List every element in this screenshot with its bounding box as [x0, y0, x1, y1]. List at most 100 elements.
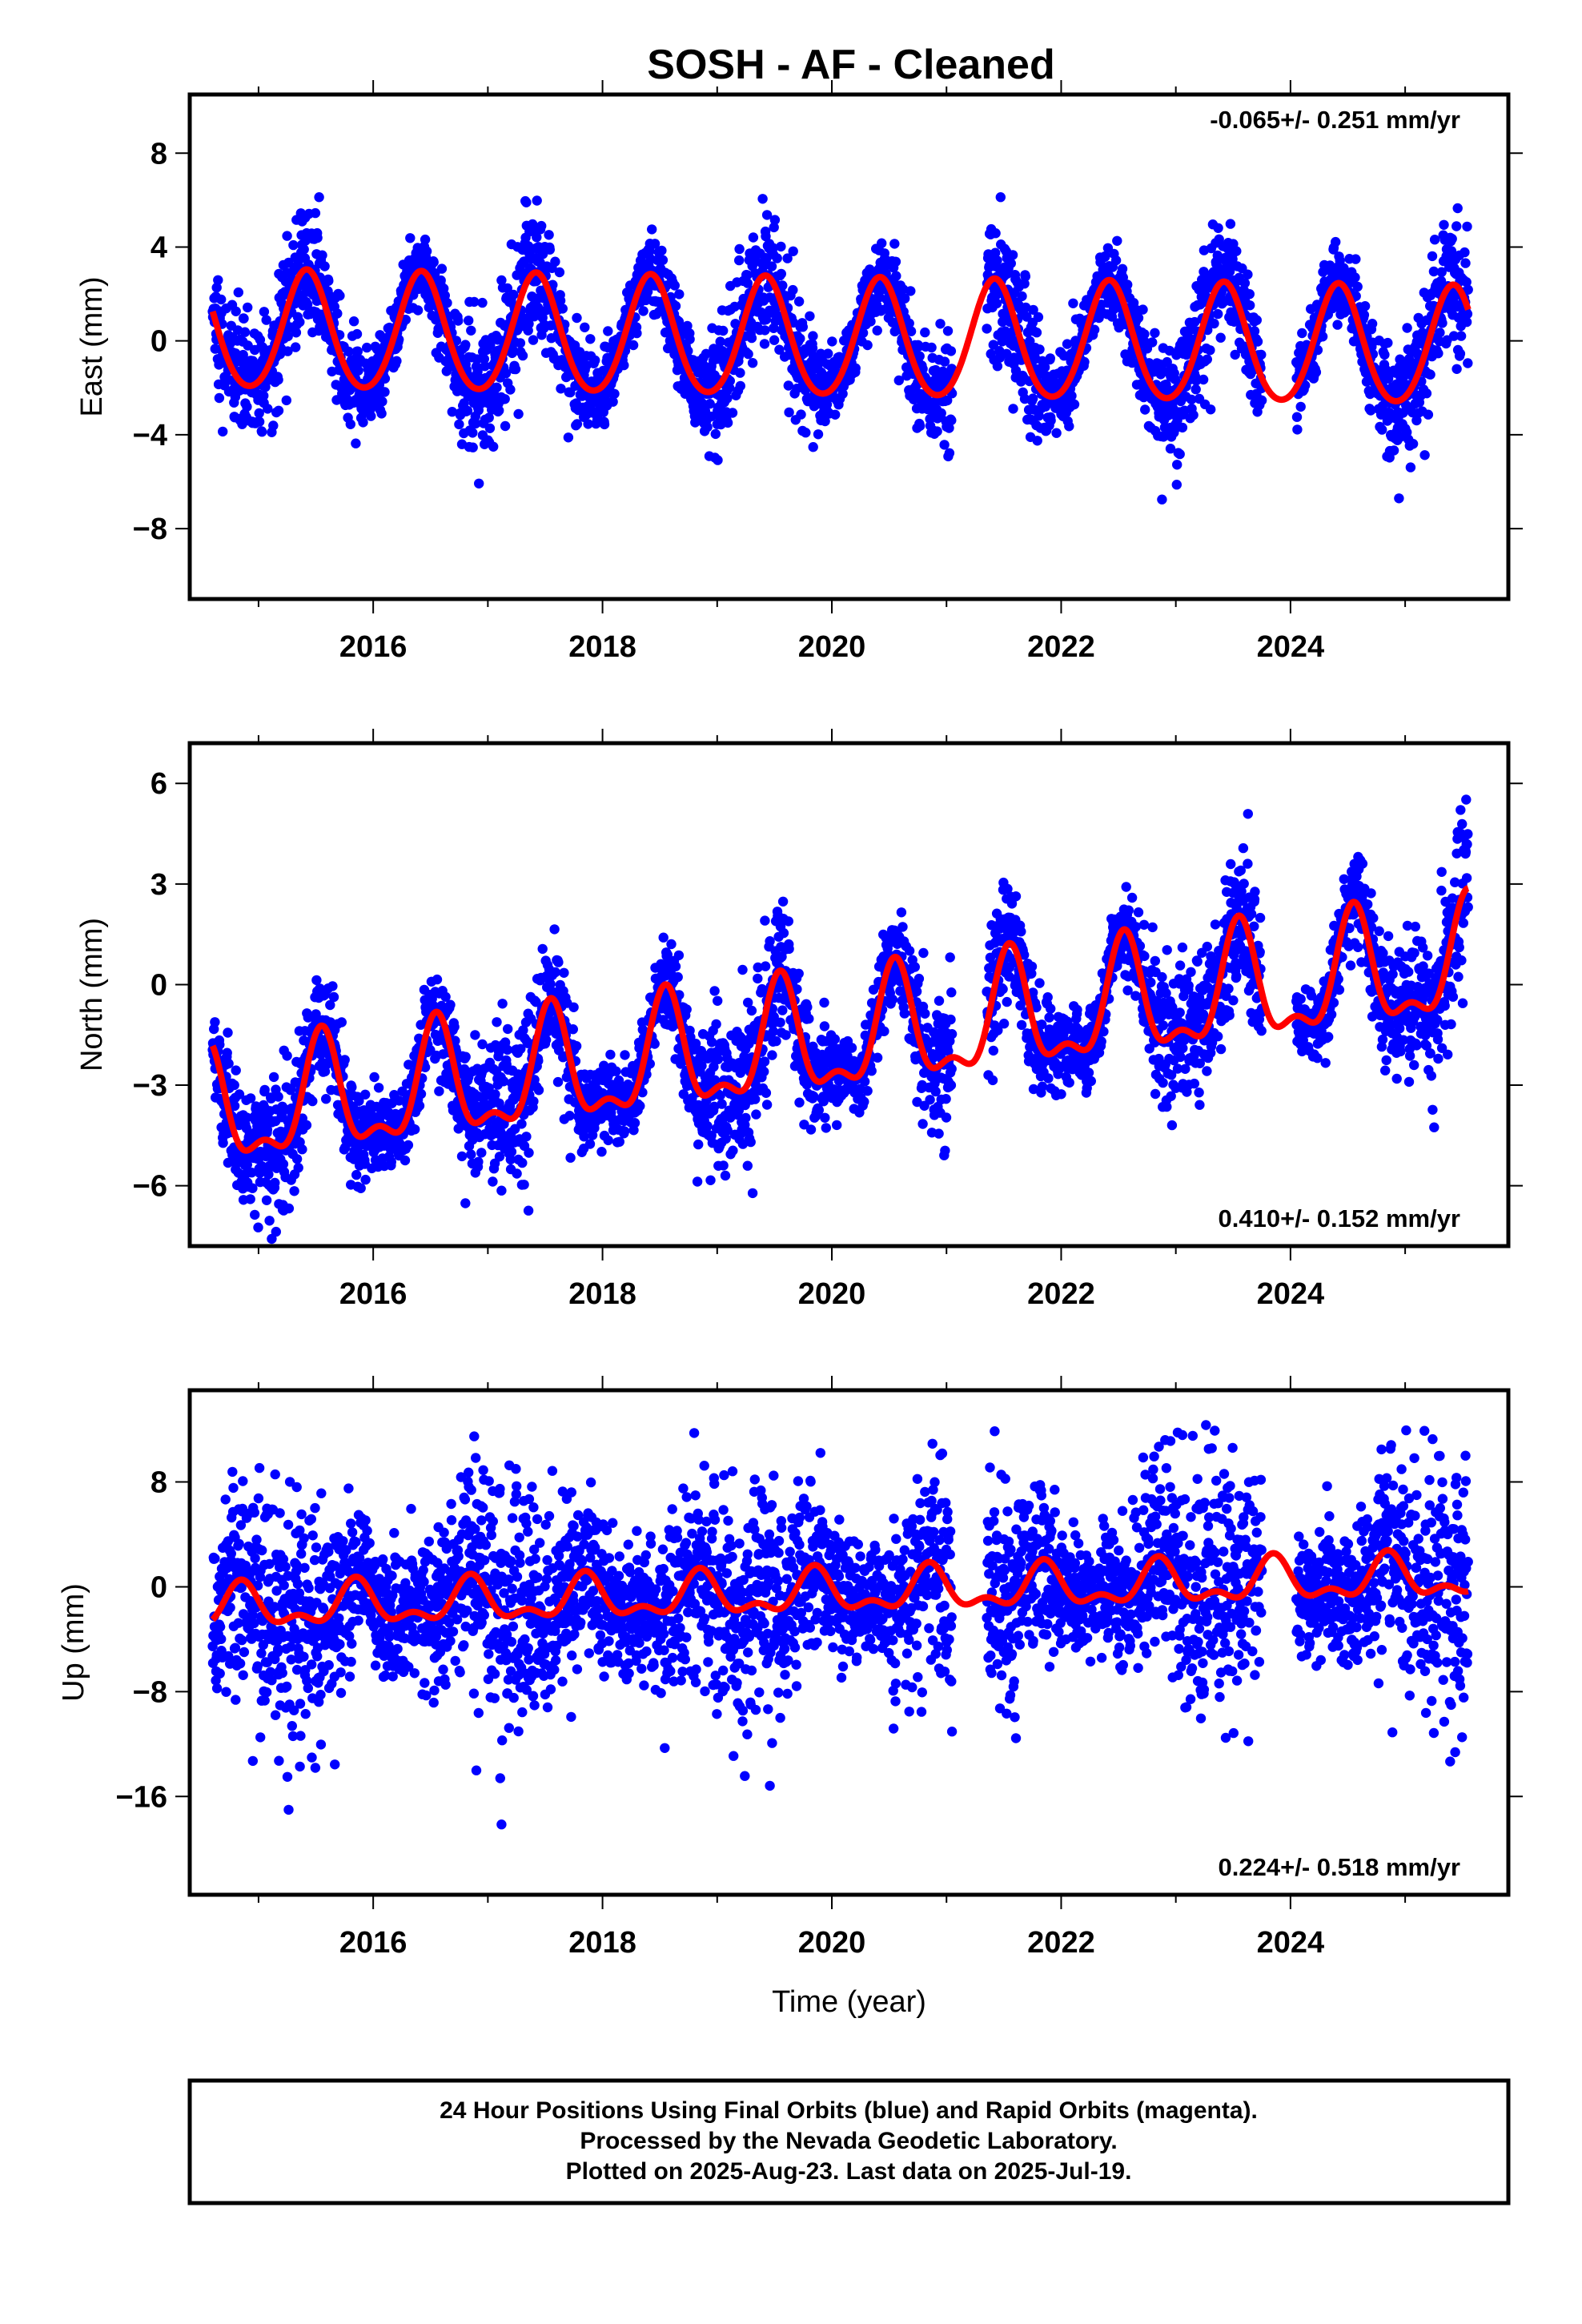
- data-point: [1419, 450, 1430, 460]
- data-point: [464, 316, 474, 326]
- data-point: [761, 210, 773, 220]
- data-point: [498, 1076, 509, 1087]
- data-point: [568, 1024, 578, 1035]
- data-point: [245, 1194, 255, 1204]
- data-point: [335, 291, 345, 301]
- data-point: [1462, 308, 1473, 320]
- data-point: [658, 932, 669, 943]
- data-point: [369, 1072, 379, 1083]
- data-point: [769, 215, 781, 225]
- data-point: [782, 253, 793, 263]
- data-point: [657, 255, 669, 265]
- data-point: [713, 455, 723, 465]
- data-point: [1033, 312, 1044, 323]
- data-point: [722, 393, 733, 404]
- data-point: [1425, 369, 1435, 380]
- data-point: [1359, 301, 1371, 312]
- data-point: [850, 363, 861, 373]
- data-point: [872, 325, 882, 336]
- data-point: [360, 1089, 371, 1100]
- data-point: [264, 1216, 275, 1226]
- data-point: [1291, 412, 1303, 422]
- data-point: [336, 1017, 347, 1027]
- data-point: [905, 326, 917, 336]
- data-point: [1110, 255, 1122, 266]
- data-point: [449, 1022, 460, 1032]
- data-point: [774, 344, 785, 355]
- data-point: [314, 192, 324, 203]
- data-point: [932, 426, 942, 436]
- data-point: [460, 1198, 471, 1208]
- data-point: [1402, 323, 1412, 333]
- data-point: [815, 348, 826, 359]
- data-point: [490, 1089, 500, 1100]
- data-point: [1433, 348, 1443, 359]
- data-point: [1066, 391, 1077, 401]
- data-point: [900, 293, 910, 304]
- data-point: [351, 438, 361, 448]
- data-point: [533, 1085, 544, 1096]
- data-point: [1456, 331, 1467, 341]
- data-point: [705, 399, 715, 409]
- data-point: [670, 961, 681, 972]
- data-point: [1028, 393, 1038, 404]
- data-point: [1256, 395, 1267, 406]
- data-point: [1292, 424, 1303, 435]
- data-point: [807, 343, 818, 353]
- data-point: [830, 409, 841, 420]
- data-point: [447, 407, 457, 417]
- data-point: [485, 340, 496, 351]
- data-point: [914, 351, 925, 361]
- data-point: [328, 991, 339, 1003]
- data-point: [730, 319, 741, 329]
- data-point: [1435, 328, 1445, 338]
- data-point: [273, 405, 284, 416]
- data-point: [603, 1135, 613, 1146]
- data-point: [291, 342, 301, 352]
- data-point: [295, 316, 305, 328]
- x-tick-label: 2024: [1257, 630, 1325, 664]
- data-point: [528, 335, 539, 345]
- plot-area: [207, 192, 1473, 505]
- page-title: SOSH - AF - Cleaned: [647, 42, 1054, 88]
- data-point: [1297, 328, 1307, 339]
- data-point: [254, 416, 265, 427]
- data-point: [218, 426, 228, 437]
- data-point: [416, 1088, 427, 1100]
- data-point: [238, 349, 248, 360]
- data-point: [259, 307, 270, 317]
- data-point: [327, 981, 338, 991]
- data-point: [742, 278, 753, 288]
- data-point: [564, 1111, 575, 1121]
- data-point: [1439, 219, 1449, 230]
- data-point: [516, 1119, 527, 1129]
- data-point: [1068, 298, 1078, 308]
- data-point: [823, 348, 833, 359]
- data-point: [468, 428, 478, 438]
- data-point: [1117, 263, 1128, 274]
- data-point: [1351, 254, 1361, 264]
- data-point: [456, 1151, 468, 1162]
- data-point: [649, 239, 661, 249]
- data-point: [1202, 354, 1213, 364]
- data-point: [508, 345, 519, 356]
- data-point: [405, 233, 416, 243]
- data-point: [813, 429, 824, 440]
- data-point: [926, 342, 937, 353]
- data-point: [352, 346, 363, 356]
- data-point: [552, 1076, 564, 1088]
- data-point: [293, 1163, 303, 1173]
- data-point: [1008, 404, 1018, 414]
- data-point: [734, 243, 745, 255]
- data-point: [805, 311, 815, 321]
- data-point: [1311, 367, 1322, 377]
- data-point: [603, 326, 613, 336]
- x-tick-label: 2022: [1027, 630, 1095, 664]
- data-point: [1394, 493, 1404, 504]
- data-point: [497, 999, 508, 1009]
- data-point: [1174, 448, 1185, 460]
- data-point: [1245, 300, 1255, 311]
- data-point: [1452, 203, 1463, 214]
- data-point: [635, 1100, 645, 1112]
